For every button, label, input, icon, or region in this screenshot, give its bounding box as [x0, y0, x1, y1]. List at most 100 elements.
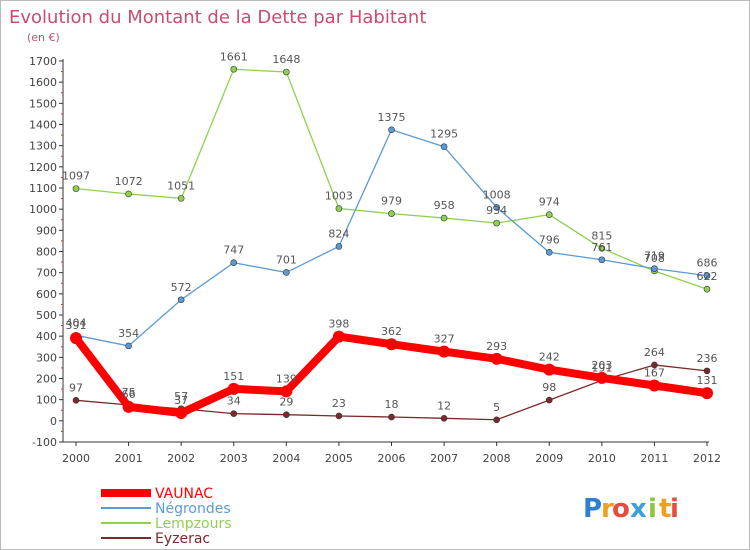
y-tick-label: 600 [36, 288, 57, 301]
y-tick-label: 1100 [29, 182, 57, 195]
data-point [335, 412, 343, 420]
y-tick-label: 1700 [29, 55, 57, 68]
data-point [701, 387, 713, 400]
data-point [493, 416, 500, 424]
data-point [595, 371, 608, 384]
data-point [438, 345, 451, 358]
data-label: 815 [591, 229, 612, 242]
x-tick-label: 2008 [483, 452, 511, 465]
data-point [72, 185, 80, 192]
data-label: 701 [276, 253, 297, 266]
data-point [388, 413, 395, 421]
y-tick-label: 1200 [29, 161, 57, 174]
data-point [70, 332, 82, 345]
data-label: 1295 [430, 128, 458, 141]
data-label: 572 [171, 281, 192, 294]
data-point [440, 143, 448, 151]
x-tick-label: 2000 [62, 452, 90, 465]
data-label: 1051 [167, 179, 195, 192]
data-label: 979 [381, 195, 402, 208]
x-tick-label: 2009 [535, 452, 563, 465]
data-label: 1072 [115, 175, 143, 188]
data-label: 398 [328, 318, 349, 331]
data-point [385, 338, 398, 351]
chart-title: Evolution du Montant de la Dette par Hab… [9, 7, 426, 28]
x-tick-label: 2006 [378, 452, 406, 465]
data-label: 686 [697, 257, 718, 270]
data-point [283, 269, 290, 276]
data-point [703, 367, 711, 375]
data-label: 1375 [378, 111, 406, 124]
x-tick-label: 2007 [430, 452, 458, 465]
data-point [230, 410, 238, 417]
data-point [493, 219, 500, 227]
data-label: 139 [276, 372, 297, 385]
data-label: 934 [486, 204, 507, 217]
data-label: 1003 [325, 190, 353, 203]
y-tick-label: 400 [36, 330, 57, 343]
y-tick-label: 0 [50, 415, 57, 428]
series-layer [70, 65, 713, 424]
data-label: 97 [69, 381, 83, 394]
data-label: 1008 [483, 188, 511, 201]
y-tick-label: 1600 [29, 76, 57, 89]
data-point [335, 205, 343, 212]
logo-letter: P [583, 494, 602, 524]
data-point [332, 330, 345, 343]
data-label: 958 [434, 199, 455, 212]
proxiti-logo: Pro x i ti [583, 494, 679, 524]
legend-entry: VAUNAC [155, 486, 213, 502]
data-point [122, 400, 135, 413]
data-label: 203 [591, 359, 612, 372]
y-tick-label: 1400 [29, 119, 57, 132]
data-point [703, 285, 711, 293]
y-tick-label: 100 [36, 394, 57, 407]
logo-letter: x [630, 494, 647, 524]
data-label: 242 [539, 351, 560, 364]
x-tick-label: 2012 [693, 452, 721, 465]
y-tick-label: 1300 [29, 140, 57, 153]
data-point [283, 411, 290, 418]
chart-subtitle: (en €) [27, 31, 60, 44]
data-label: 1097 [62, 170, 90, 183]
data-label: 29 [279, 396, 293, 409]
data-point [545, 249, 553, 256]
data-point [125, 342, 132, 350]
data-label: 391 [66, 319, 87, 332]
data-label: 34 [227, 395, 241, 408]
data-point [388, 126, 395, 134]
data-label: 354 [118, 327, 139, 340]
data-label: 18 [385, 398, 399, 411]
data-point [177, 296, 185, 304]
series-line-négrondes [75, 129, 708, 347]
data-point [598, 245, 606, 252]
data-label: 761 [591, 241, 612, 254]
x-tick-label: 2004 [272, 452, 300, 465]
data-point [440, 214, 448, 222]
data-label: 57 [174, 390, 188, 403]
logo-letter: t [659, 494, 671, 524]
data-point [543, 363, 556, 376]
x-tick-label: 2010 [588, 452, 616, 465]
legend-entry: Négrondes [155, 501, 231, 517]
data-label: 708 [644, 252, 665, 265]
data-point [545, 211, 553, 218]
data-label: 12 [437, 399, 451, 412]
data-point [230, 259, 238, 267]
data-label: 622 [697, 270, 718, 283]
data-label: 719 [644, 250, 665, 263]
data-label: 23 [332, 397, 346, 410]
data-point [177, 195, 185, 202]
logo-letter: o [612, 494, 630, 524]
data-label: 98 [542, 381, 556, 394]
data-label: 747 [223, 244, 244, 257]
data-point [545, 396, 553, 404]
logo-letter: i [670, 494, 679, 524]
data-point [280, 385, 293, 398]
data-label: 37 [174, 394, 188, 407]
data-point [125, 190, 132, 198]
data-point [651, 361, 658, 369]
data-label: 824 [328, 227, 349, 240]
